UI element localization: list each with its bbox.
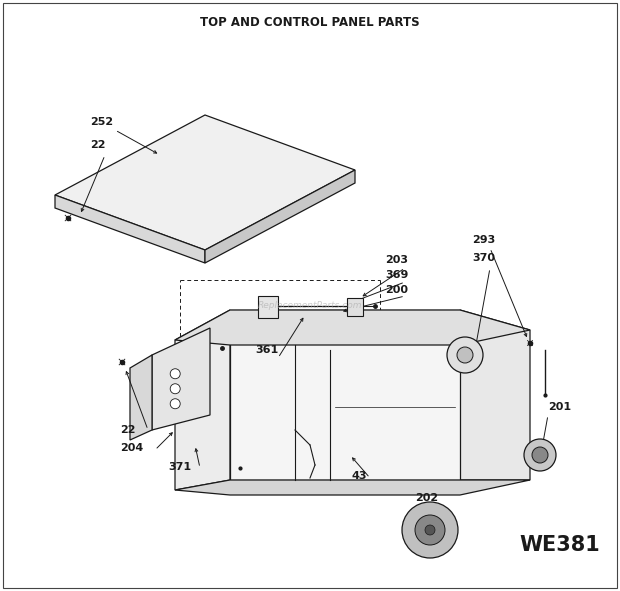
- Polygon shape: [55, 195, 205, 263]
- Polygon shape: [152, 328, 210, 430]
- Text: 371: 371: [168, 462, 191, 472]
- Text: 252: 252: [90, 117, 113, 127]
- Text: ReplacementParts.com: ReplacementParts.com: [258, 300, 362, 310]
- Polygon shape: [130, 355, 152, 440]
- Polygon shape: [230, 310, 460, 480]
- Text: 203: 203: [385, 255, 408, 265]
- Bar: [335, 375, 455, 430]
- Polygon shape: [175, 310, 230, 490]
- Text: WE381: WE381: [520, 535, 600, 555]
- Text: 204: 204: [120, 443, 143, 453]
- Polygon shape: [55, 115, 355, 250]
- Polygon shape: [175, 480, 530, 495]
- Circle shape: [447, 337, 483, 373]
- Text: 369: 369: [385, 270, 409, 280]
- Bar: [347, 298, 363, 316]
- Polygon shape: [175, 310, 530, 345]
- Text: 200: 200: [385, 285, 408, 295]
- Polygon shape: [460, 310, 530, 480]
- Text: 361: 361: [255, 345, 278, 355]
- Text: 202: 202: [415, 493, 438, 503]
- Text: 370: 370: [472, 253, 495, 263]
- Circle shape: [402, 502, 458, 558]
- Text: 201: 201: [548, 402, 571, 412]
- Circle shape: [415, 515, 445, 545]
- Text: 293: 293: [472, 235, 495, 245]
- Circle shape: [170, 384, 180, 394]
- Text: 22: 22: [90, 140, 105, 150]
- Text: TOP AND CONTROL PANEL PARTS: TOP AND CONTROL PANEL PARTS: [200, 15, 420, 28]
- Circle shape: [425, 525, 435, 535]
- Bar: [258, 296, 278, 318]
- Circle shape: [532, 447, 548, 463]
- Polygon shape: [205, 170, 355, 263]
- Text: 22: 22: [120, 425, 136, 435]
- Circle shape: [170, 399, 180, 409]
- Circle shape: [457, 347, 473, 363]
- Text: 43: 43: [352, 471, 368, 481]
- Circle shape: [524, 439, 556, 471]
- Circle shape: [170, 369, 180, 379]
